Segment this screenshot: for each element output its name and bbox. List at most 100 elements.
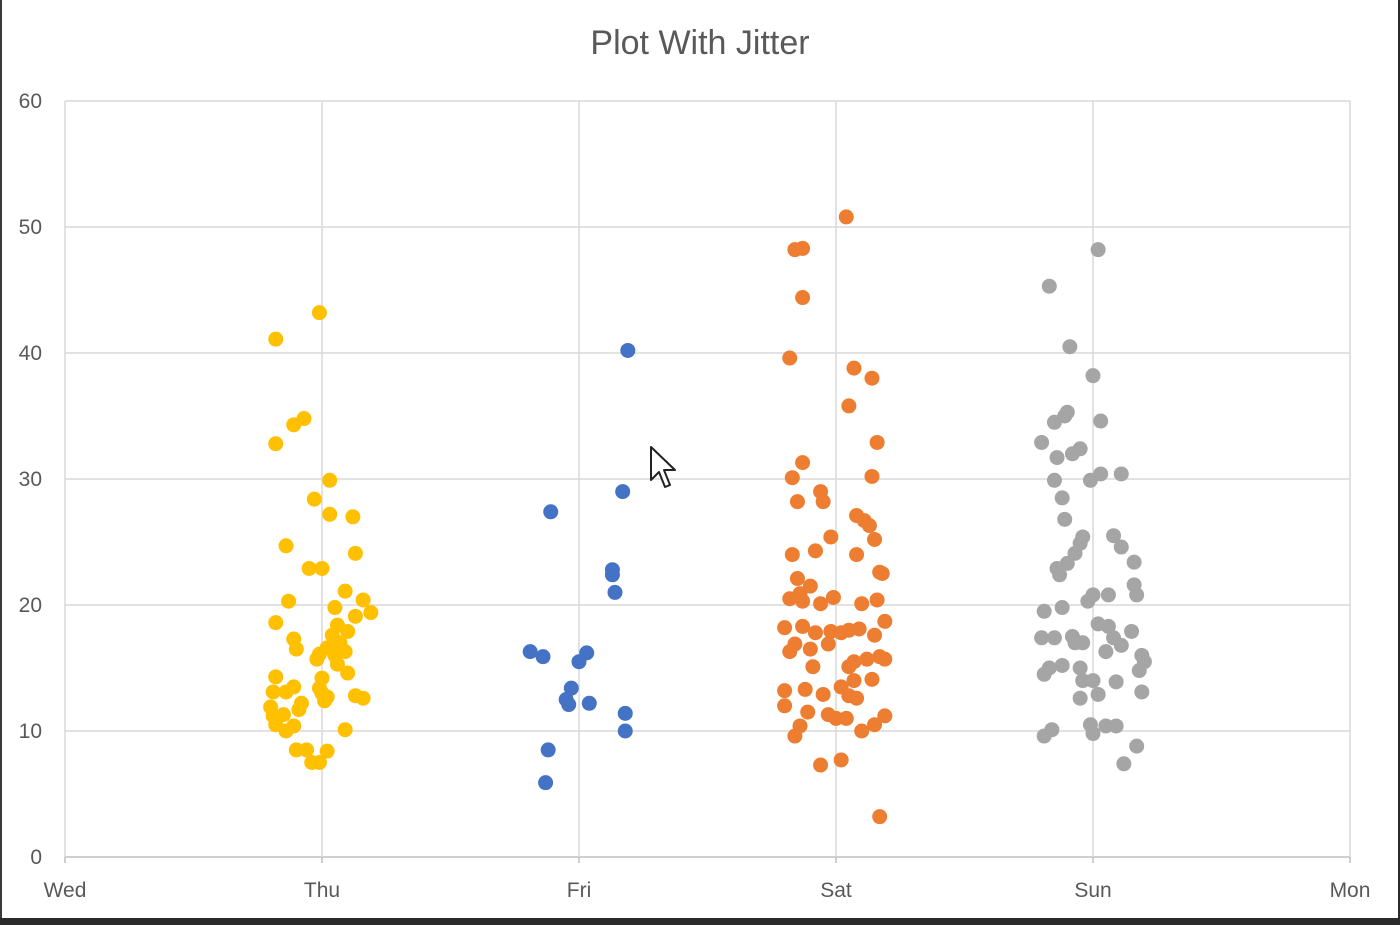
y-tick-label: 60 — [19, 90, 42, 113]
data-point-series-1 — [265, 684, 281, 700]
data-point-series-3 — [877, 613, 893, 629]
data-point-series-3 — [874, 566, 890, 581]
data-point-series-1 — [355, 592, 371, 608]
data-point-series-4 — [1134, 684, 1150, 700]
data-point-series-1 — [309, 651, 325, 667]
data-point-series-3 — [795, 240, 811, 256]
data-point-series-4 — [1085, 368, 1101, 384]
data-point-series-3 — [841, 398, 857, 414]
data-point-series-1 — [311, 755, 327, 770]
data-point-series-4 — [1072, 660, 1088, 676]
data-point-series-4 — [1062, 339, 1078, 355]
x-tick-label: Thu — [304, 879, 340, 902]
data-point-series-1 — [268, 615, 284, 631]
data-point-series-1 — [319, 743, 335, 759]
data-point-series-3 — [849, 547, 865, 563]
data-point-series-3 — [782, 350, 798, 366]
data-point-series-3 — [851, 621, 867, 637]
data-point-series-4 — [1108, 718, 1124, 734]
data-point-series-3 — [782, 644, 798, 660]
data-point-series-1 — [281, 593, 297, 609]
mouse-pointer-icon — [650, 446, 678, 495]
data-point-series-1 — [337, 583, 353, 599]
data-point-series-3 — [846, 673, 862, 689]
data-point-series-4 — [1034, 434, 1050, 450]
data-point-series-1 — [355, 690, 371, 706]
data-point-series-3 — [807, 543, 823, 559]
data-point-series-4 — [1126, 554, 1142, 570]
data-point-series-3 — [877, 651, 893, 667]
data-point-series-3 — [861, 518, 877, 534]
data-point-series-1 — [347, 545, 363, 561]
data-point-series-4 — [1090, 686, 1106, 702]
data-point-series-3 — [869, 434, 885, 450]
data-point-series-3 — [849, 690, 865, 706]
data-point-series-4 — [1093, 413, 1109, 429]
data-point-series-2 — [538, 775, 554, 791]
data-point-series-3 — [833, 752, 849, 768]
data-point-series-1 — [278, 538, 294, 554]
data-point-series-3 — [877, 708, 893, 724]
data-point-series-3 — [813, 757, 829, 773]
x-tick-label: Wed — [44, 879, 87, 902]
y-tick-label: 40 — [19, 342, 42, 365]
data-point-series-3 — [838, 710, 854, 726]
data-point-series-1 — [317, 693, 333, 709]
data-point-series-4 — [1106, 528, 1122, 544]
data-point-series-4 — [1090, 242, 1106, 258]
data-point-series-4 — [1046, 472, 1062, 488]
data-point-series-1 — [278, 684, 294, 700]
data-point-series-4 — [1054, 600, 1070, 616]
data-point-series-1 — [337, 722, 353, 738]
data-point-series-3 — [800, 704, 816, 720]
data-point-series-1 — [363, 605, 379, 621]
data-point-series-4 — [1100, 587, 1116, 603]
data-point-series-4 — [1059, 404, 1075, 420]
data-point-series-3 — [797, 681, 813, 697]
data-point-series-3 — [789, 571, 805, 587]
y-tick-label: 10 — [19, 720, 42, 743]
x-tick-label: Mon — [1330, 879, 1371, 902]
data-point-series-3 — [777, 683, 793, 699]
data-point-series-3 — [820, 636, 836, 652]
data-point-series-2 — [617, 723, 633, 739]
data-point-series-4 — [1113, 466, 1129, 482]
data-point-series-1 — [311, 305, 327, 321]
data-point-series-3 — [784, 470, 800, 486]
data-point-series-4 — [1075, 635, 1091, 651]
data-point-series-4 — [1072, 690, 1088, 706]
data-point-series-4 — [1131, 663, 1147, 679]
data-point-series-2 — [561, 697, 577, 713]
data-point-series-2 — [604, 567, 620, 583]
y-tick-label: 20 — [19, 594, 42, 617]
data-point-series-1 — [278, 723, 294, 739]
data-point-series-4 — [1129, 738, 1145, 754]
data-point-series-4 — [1124, 623, 1140, 639]
data-point-series-2 — [540, 742, 556, 758]
data-point-series-3 — [867, 717, 883, 733]
data-point-series-1 — [268, 331, 284, 347]
data-point-series-3 — [784, 547, 800, 563]
x-tick-label: Sun — [1074, 879, 1111, 902]
data-point-series-4 — [1049, 450, 1065, 466]
data-point-series-3 — [777, 620, 793, 636]
data-point-series-3 — [867, 627, 883, 643]
data-point-series-3 — [854, 723, 870, 739]
data-point-series-1 — [306, 491, 322, 507]
data-point-series-3 — [813, 596, 829, 612]
data-point-series-1 — [345, 509, 361, 525]
data-point-series-1 — [322, 506, 338, 522]
data-point-series-4 — [1085, 726, 1101, 742]
data-point-series-1 — [288, 742, 304, 758]
data-point-series-3 — [815, 686, 831, 702]
data-point-series-1 — [347, 608, 363, 624]
data-point-series-4 — [1034, 630, 1050, 646]
x-tick-label: Sat — [820, 879, 852, 902]
data-point-series-1 — [268, 669, 284, 685]
data-point-series-3 — [795, 593, 811, 609]
data-point-series-4 — [1100, 618, 1116, 634]
data-point-series-2 — [617, 705, 633, 721]
data-point-series-1 — [314, 560, 330, 576]
data-point-series-4 — [1054, 657, 1070, 673]
